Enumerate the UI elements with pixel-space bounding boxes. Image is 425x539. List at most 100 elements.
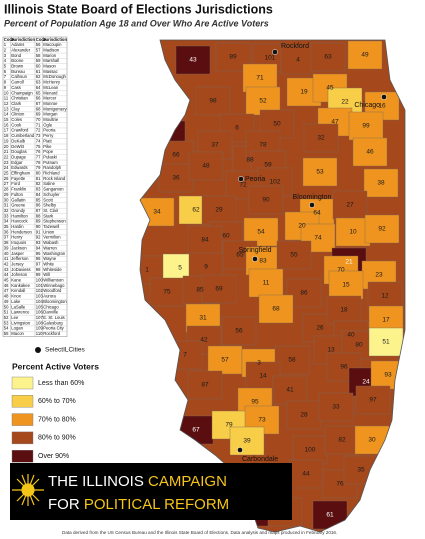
table-cell: 55 bbox=[4, 331, 9, 336]
county-label: 79 bbox=[225, 422, 233, 429]
table-cell: Pike bbox=[43, 144, 52, 149]
county-label: 20 bbox=[298, 223, 306, 230]
logo-text: POLITICAL REFORM bbox=[84, 496, 229, 513]
table-cell: Pope bbox=[43, 149, 53, 154]
table-cell: Kane bbox=[11, 278, 21, 283]
table-cell: White bbox=[43, 261, 54, 266]
table-cell: 48 bbox=[4, 294, 9, 299]
county-label: 1 bbox=[145, 267, 149, 274]
table-cell: Iroquois bbox=[11, 240, 26, 245]
table-cell: Jasper bbox=[11, 251, 24, 256]
logo-sun bbox=[12, 474, 44, 506]
county-label: 40 bbox=[347, 332, 355, 339]
county-label: 50 bbox=[273, 121, 281, 128]
table-cell: 13 bbox=[4, 106, 9, 111]
legend-swatch bbox=[11, 395, 34, 408]
subtitle: Percent of Population Age 18 and Over Wh… bbox=[4, 18, 269, 28]
cities: Rockford Chicago Peoria Bloomington Springfi… bbox=[237, 43, 387, 463]
table-cell: Wayne bbox=[43, 256, 57, 261]
table-cell: Knox bbox=[11, 294, 21, 299]
county bbox=[324, 425, 360, 455]
county-label: 18 bbox=[340, 307, 348, 314]
table-cell: Dupage bbox=[11, 154, 26, 159]
city-dot bbox=[237, 447, 243, 453]
legend-label: 80% to 90% bbox=[38, 435, 76, 442]
table-cell: 86 bbox=[36, 203, 41, 208]
table-cell: Stark bbox=[43, 213, 54, 218]
table-cell: Mason bbox=[43, 64, 56, 69]
table-cell: McHenry bbox=[43, 80, 61, 85]
table-cell: Saline bbox=[43, 181, 55, 186]
county-label: 70 bbox=[337, 267, 345, 274]
table-cell: 78 bbox=[36, 160, 41, 165]
table-cell: Madison bbox=[43, 47, 59, 52]
county bbox=[158, 163, 194, 193]
table-cell: Douglas bbox=[11, 149, 26, 154]
county bbox=[347, 40, 383, 70]
table-cell: Tazewell bbox=[43, 224, 59, 229]
table-cell: 92 bbox=[36, 235, 41, 240]
logo-text: FOR bbox=[48, 496, 80, 513]
table-cell: Wabash bbox=[43, 240, 59, 245]
county bbox=[303, 123, 339, 153]
county-label: 47 bbox=[331, 119, 339, 126]
table-cell: 80 bbox=[36, 171, 41, 176]
county-label: 95 bbox=[251, 399, 259, 406]
table-cell: 2 bbox=[4, 47, 7, 52]
table-cell: Livingston bbox=[11, 320, 31, 325]
table-cell: Johnson bbox=[11, 272, 28, 277]
table-cell: Galesburg bbox=[43, 320, 63, 325]
county-label: 59 bbox=[264, 162, 272, 169]
table-cell: 31 bbox=[4, 203, 9, 208]
table-cell: 29 bbox=[4, 192, 9, 197]
logo-text: THE ILLINOIS bbox=[48, 473, 144, 490]
table-cell: Fulton bbox=[11, 192, 23, 197]
city-dot bbox=[272, 49, 278, 55]
county-label: 34 bbox=[153, 209, 161, 216]
table-cell: Clay bbox=[11, 106, 20, 111]
county-label: 37 bbox=[211, 142, 219, 149]
county-label: 99 bbox=[362, 123, 370, 130]
table-cell: Cass bbox=[11, 85, 21, 90]
table-cell: 83 bbox=[36, 187, 41, 192]
table-cell: Union bbox=[43, 229, 55, 234]
table-cell: McLean bbox=[43, 85, 59, 90]
table-cell: 37 bbox=[4, 235, 9, 240]
county bbox=[276, 240, 312, 270]
table-cell: Washington bbox=[43, 251, 66, 256]
county bbox=[332, 190, 368, 220]
county-label: 4 bbox=[296, 57, 300, 64]
table-cell: Alexander bbox=[11, 47, 30, 52]
legend-label: 70% to 80% bbox=[38, 416, 76, 423]
table-cell: Montgomery bbox=[43, 106, 67, 111]
table-cell: 108 bbox=[36, 320, 44, 325]
county-label: 62 bbox=[192, 207, 200, 214]
county-label: 21 bbox=[345, 259, 353, 266]
table-cell: 61 bbox=[36, 69, 41, 74]
table-cell: Adams bbox=[11, 42, 24, 47]
county-label: 51 bbox=[382, 339, 390, 346]
county bbox=[248, 185, 284, 215]
county-label: 11 bbox=[263, 280, 270, 287]
table-cell: 49 bbox=[4, 299, 9, 304]
county-label: 14 bbox=[259, 373, 267, 380]
city-label: Chicago bbox=[354, 102, 380, 109]
county-label: 28 bbox=[300, 412, 308, 419]
logo-line2: FOR POLITICAL REFORM bbox=[48, 496, 229, 513]
table-cell: 40 bbox=[4, 251, 9, 256]
table-cell: Henry bbox=[11, 235, 23, 240]
table-cell: Whiteside bbox=[43, 267, 62, 272]
table-cell: McDonough bbox=[43, 74, 66, 79]
county bbox=[221, 316, 257, 346]
table-cell: Marshall bbox=[43, 58, 59, 63]
table-cell: Pulaski bbox=[43, 154, 57, 159]
county bbox=[201, 195, 237, 225]
table-cell: Morgan bbox=[43, 112, 58, 117]
table-cell: 89 bbox=[36, 219, 41, 224]
table-cell: Edgar bbox=[11, 160, 23, 165]
county-label: 3 bbox=[257, 360, 261, 367]
table-cell: Chicago bbox=[43, 304, 59, 309]
county-label: 52 bbox=[259, 98, 267, 105]
county bbox=[355, 385, 391, 415]
